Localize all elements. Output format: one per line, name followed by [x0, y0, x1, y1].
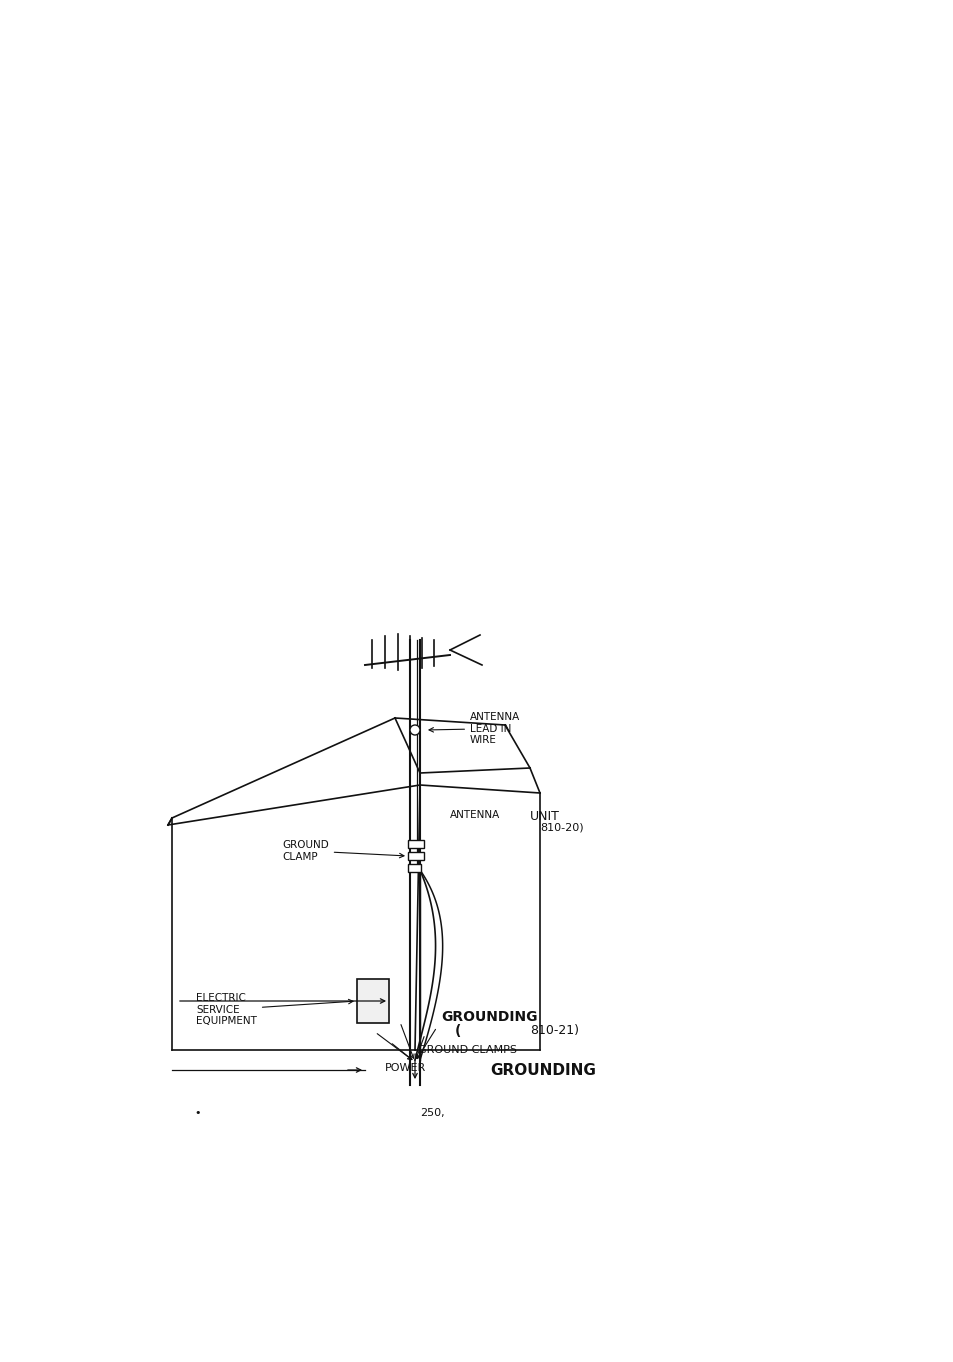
FancyBboxPatch shape [408, 840, 423, 849]
Text: GROUNDING: GROUNDING [490, 1062, 596, 1077]
Bar [356, 979, 389, 1023]
Text: GROUNDING: GROUNDING [440, 1011, 537, 1024]
FancyBboxPatch shape [408, 864, 420, 872]
Text: •: • [193, 1109, 200, 1118]
Text: 250,: 250, [419, 1109, 444, 1118]
Text: (: ( [455, 1024, 461, 1038]
Text: ANTENNA
LEAD IN
WIRE: ANTENNA LEAD IN WIRE [429, 712, 519, 745]
Text: 810-20): 810-20) [539, 823, 583, 834]
Text: ELECTRIC
SERVICE
EQUIPMENT: ELECTRIC SERVICE EQUIPMENT [195, 993, 353, 1026]
Circle shape [410, 725, 419, 735]
Text: UNIT: UNIT [530, 810, 559, 823]
Text: POWER: POWER [385, 1062, 426, 1073]
FancyBboxPatch shape [408, 853, 423, 859]
Text: ANTENNA: ANTENNA [450, 810, 499, 820]
Text: GROUND CLAMPS: GROUND CLAMPS [417, 1045, 517, 1056]
Text: 810-21): 810-21) [530, 1024, 578, 1036]
Text: GROUND
CLAMP: GROUND CLAMP [282, 840, 403, 862]
